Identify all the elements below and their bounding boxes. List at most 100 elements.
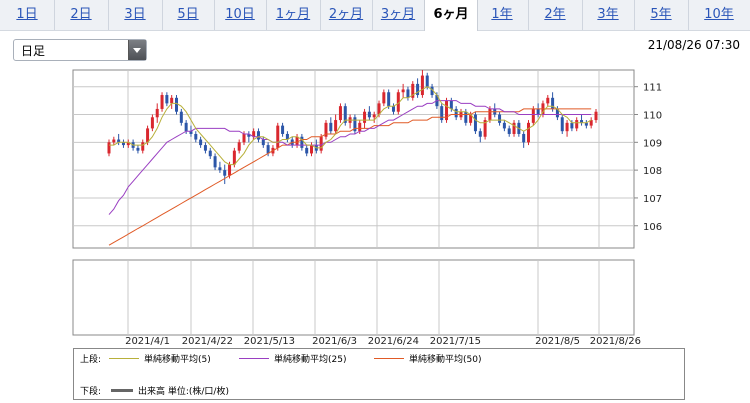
candle-down [117, 139, 121, 143]
candle-interval-value: 日足 [21, 44, 46, 58]
candle-up [228, 164, 232, 176]
candle-down [285, 133, 289, 140]
y-tick-label: 109 [643, 138, 662, 149]
candle-down [247, 133, 251, 137]
candle-up [488, 108, 492, 121]
legend-upper-label: 上段: [80, 352, 101, 365]
candle-down [261, 139, 265, 146]
candle-down [184, 122, 188, 132]
candle-down [580, 120, 584, 123]
candle-up [146, 128, 150, 143]
candle-up [594, 111, 598, 121]
candle-down [199, 139, 203, 146]
y-tick-label: 110 [643, 111, 662, 122]
candle-down [175, 97, 179, 112]
candle-down [165, 95, 169, 104]
legend-volume-item: 出来高 単位:(株/口/枚) [111, 384, 229, 397]
candle-down [522, 133, 526, 143]
legend-item-label: 単純移動平均(25) [274, 355, 347, 365]
y-tick-label: 111 [643, 83, 662, 94]
tab-3ヶ月[interactable]: 3ヶ月 [372, 0, 425, 30]
tab-10年[interactable]: 10年 [688, 0, 750, 30]
legend-upper-label-text: 上段: [80, 355, 102, 365]
candle-up [319, 136, 323, 151]
tab-6ヶ月[interactable]: 6ヶ月 [424, 0, 478, 31]
candle-up [242, 133, 246, 143]
candle-up [483, 120, 487, 137]
candle-up [237, 142, 241, 151]
tab-5日[interactable]: 5日 [162, 0, 215, 30]
tab-1日[interactable]: 1日 [0, 0, 55, 30]
chart-legend: 上段: 単純移動平均(5) 単純移動平均(25) 単純移動平均(50) 下段: 出来高 単… [73, 348, 685, 400]
candle-down [551, 97, 555, 109]
candle-down [449, 100, 453, 109]
candle-up [377, 103, 381, 115]
candle-down [266, 145, 270, 154]
candle-up [155, 108, 159, 118]
candle-up [382, 92, 386, 104]
tab-3日[interactable]: 3日 [108, 0, 163, 30]
candle-down [473, 114, 477, 132]
candle-up [565, 122, 569, 132]
candle-up [276, 125, 280, 148]
tab-2ヶ月[interactable]: 2ヶ月 [320, 0, 373, 30]
tab-2年[interactable]: 2年 [528, 0, 583, 30]
candle-up [546, 97, 550, 104]
tab-2日[interactable]: 2日 [54, 0, 109, 30]
candle-up [126, 142, 130, 146]
candle-down [223, 170, 227, 176]
legend-item: 単純移動平均(5) [109, 352, 211, 365]
candle-up [338, 106, 342, 121]
tab-1ヶ月[interactable]: 1ヶ月 [266, 0, 321, 30]
candle-up [526, 122, 530, 143]
y-tick-label: 106 [643, 222, 662, 233]
x-tick-label: 2021/7/15 [430, 336, 481, 347]
candle-down [416, 83, 420, 96]
candle-down [406, 89, 410, 98]
legend-lower-label-text: 下段: [80, 387, 102, 397]
candle-up [107, 142, 111, 154]
candle-up [170, 97, 174, 104]
candle-up [512, 122, 516, 134]
tab-3年[interactable]: 3年 [582, 0, 635, 30]
candle-up [141, 142, 145, 151]
candle-down [300, 136, 304, 148]
candle-down [560, 117, 564, 132]
ma25-line [108, 100, 592, 215]
x-tick-label: 2021/8/5 [535, 336, 580, 347]
candle-up [363, 111, 367, 123]
candle-up [589, 120, 593, 126]
candle-up [150, 117, 154, 129]
y-tick-label: 107 [643, 194, 662, 205]
candle-down [464, 111, 468, 123]
candle-up [358, 122, 362, 132]
candle-down [208, 150, 212, 157]
chevron-down-icon[interactable] [128, 40, 146, 60]
candle-down [507, 128, 511, 134]
legend-item: 単純移動平均(50) [374, 352, 481, 365]
candle-up [252, 131, 256, 137]
candle-down [281, 125, 285, 134]
candle-down [329, 122, 333, 132]
candle-down [218, 167, 222, 171]
candle-interval-select[interactable]: 日足 [13, 39, 147, 61]
tab-10日[interactable]: 10日 [214, 0, 267, 30]
tab-5年[interactable]: 5年 [634, 0, 689, 30]
candle-down [584, 122, 588, 126]
candle-up [401, 89, 405, 93]
legend-volume-label: 出来高 単位:(株/口/枚) [138, 387, 229, 397]
ma5-line [109, 86, 592, 166]
candle-down [179, 111, 183, 123]
candle-up [531, 108, 535, 123]
candle-down [256, 131, 260, 140]
candle-down [194, 133, 198, 140]
candle-up [334, 120, 338, 132]
candle-down [189, 131, 193, 134]
candle-up [310, 145, 314, 154]
candle-up [396, 92, 400, 112]
x-tick-label: 2021/6/24 [368, 336, 419, 347]
volume-panel [72, 259, 635, 336]
tab-1年[interactable]: 1年 [476, 0, 529, 30]
legend-swatch [109, 358, 139, 359]
candle-up [232, 150, 236, 165]
